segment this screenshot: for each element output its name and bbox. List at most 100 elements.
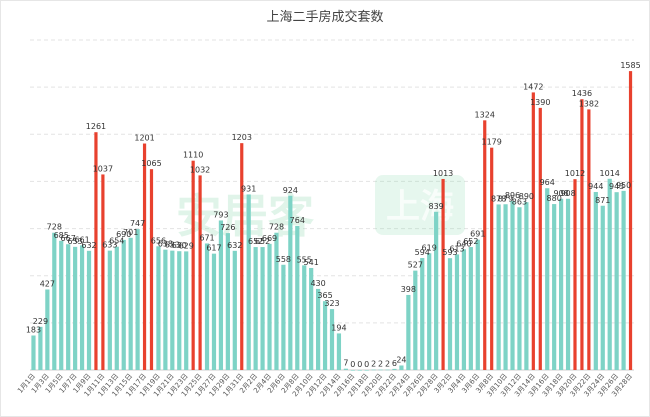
bar-value-label: 652 <box>255 237 270 246</box>
bar <box>357 370 362 371</box>
bar <box>149 169 154 370</box>
bar <box>218 220 224 370</box>
bar-value-label: 1472 <box>523 82 543 91</box>
bar-value-label: 1065 <box>141 159 161 168</box>
bar <box>441 178 445 370</box>
bar <box>461 249 467 370</box>
bar <box>225 233 230 370</box>
bar <box>587 109 591 370</box>
bar <box>434 211 439 370</box>
bar-value-label: 183 <box>26 325 41 334</box>
bar-value-label: 398 <box>401 285 416 294</box>
bar <box>552 204 557 370</box>
bar <box>447 258 453 370</box>
bar-value-label: 593 <box>442 248 457 257</box>
bar-value-label: 652 <box>463 237 478 246</box>
x-tick-labels: 1月1日1月3日1月5日1月7日1月9日1月11日1月13日1月15日1月17日… <box>16 372 634 398</box>
bar <box>191 160 195 370</box>
bar <box>73 246 78 370</box>
bar-value-label: 728 <box>47 223 62 232</box>
bar <box>607 178 612 370</box>
bar-value-label: 632 <box>227 241 242 250</box>
bar-value-label: 24 <box>396 355 406 364</box>
bar <box>490 147 494 370</box>
bar <box>510 201 515 370</box>
bar <box>135 229 140 370</box>
bar <box>309 267 314 370</box>
bar <box>573 179 577 370</box>
bar-value-label: 427 <box>40 279 55 288</box>
bar-value-label: 632 <box>81 241 96 250</box>
bar <box>101 174 105 370</box>
bar <box>260 247 265 370</box>
bar <box>163 249 168 370</box>
bar <box>204 243 210 370</box>
bar-value-label: 950 <box>616 181 631 190</box>
bar <box>45 289 50 370</box>
bar-value-label: 1014 <box>600 169 620 178</box>
bar-value-label: 365 <box>317 291 332 300</box>
bar <box>524 202 529 370</box>
bar-value-label: 747 <box>130 219 145 228</box>
bar-value-label: 633 <box>165 241 180 250</box>
bar <box>350 370 355 371</box>
bar-value-label: 1012 <box>565 169 585 178</box>
bar-value-label: 1013 <box>433 169 453 178</box>
bar-value-label: 764 <box>290 216 305 225</box>
bar <box>198 175 202 370</box>
bar-value-label: 1585 <box>620 61 640 70</box>
bar <box>246 194 251 370</box>
bar-value-label: 890 <box>519 192 534 201</box>
bar <box>288 195 293 370</box>
bar <box>59 240 64 370</box>
bar <box>253 247 258 370</box>
bar <box>496 204 501 370</box>
bar <box>322 301 328 370</box>
bar <box>538 107 542 370</box>
bar-value-label: 1179 <box>482 138 502 147</box>
bar <box>232 250 237 370</box>
bar-value-label: 430 <box>310 279 325 288</box>
bar <box>336 333 342 370</box>
bar <box>593 191 598 370</box>
bar <box>177 251 182 370</box>
bar-value-label: 667 <box>61 234 76 243</box>
bar-value-label: 669 <box>262 234 277 243</box>
bar-value-label: 726 <box>220 223 235 232</box>
bar-value-label: 0 <box>350 360 355 369</box>
bar <box>86 250 92 370</box>
bar <box>142 143 147 370</box>
bar-value-label: 630 <box>172 241 187 250</box>
bar-value-label: 1203 <box>232 133 252 142</box>
bar <box>156 246 161 370</box>
bar-value-label: 944 <box>588 182 603 191</box>
bar <box>128 237 133 370</box>
bar-value-label: 1390 <box>530 98 550 107</box>
bar <box>114 246 119 370</box>
bar-value-label: 1110 <box>183 151 203 160</box>
bar-value-label: 617 <box>206 244 221 253</box>
bar-value-label: 863 <box>512 197 527 206</box>
bar-value-label: 1436 <box>572 89 592 98</box>
bar-value-label: 690 <box>116 230 131 239</box>
bar <box>413 270 418 370</box>
bar-value-label: 2 <box>385 360 390 369</box>
bar-value-label: 1032 <box>190 165 210 174</box>
bar <box>170 250 175 370</box>
bar-value-label: 323 <box>324 299 339 308</box>
bar-value-label: 908 <box>553 189 568 198</box>
bar <box>274 232 279 370</box>
bar <box>483 120 487 370</box>
bar-value-label: 879 <box>498 194 513 203</box>
bar <box>316 288 321 370</box>
bar <box>580 99 584 371</box>
bar-value-label: 1382 <box>579 99 599 108</box>
bar <box>468 247 473 370</box>
bar-value-label: 943 <box>609 182 624 191</box>
bar <box>211 253 217 370</box>
bar-value-label: 652 <box>248 237 263 246</box>
bar <box>628 71 633 371</box>
bar <box>475 239 480 370</box>
bar <box>121 239 126 370</box>
